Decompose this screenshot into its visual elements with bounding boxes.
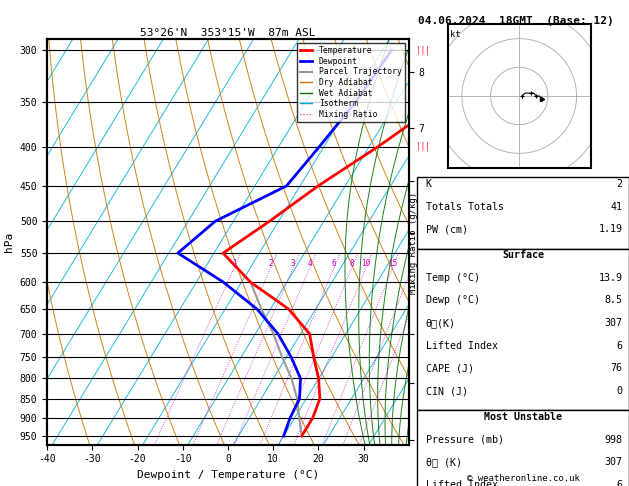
Text: 998: 998: [604, 434, 623, 445]
Text: 307: 307: [604, 457, 623, 468]
Text: 6: 6: [616, 480, 623, 486]
Text: θᴇ (K): θᴇ (K): [425, 457, 462, 468]
Text: 6: 6: [331, 259, 337, 268]
Text: 6: 6: [616, 341, 623, 351]
Y-axis label: hPa: hPa: [4, 232, 14, 252]
Y-axis label: km
ASL: km ASL: [435, 242, 453, 263]
Title: 53°26'N  353°15'W  87m ASL: 53°26'N 353°15'W 87m ASL: [140, 28, 316, 38]
Bar: [417, 248, 629, 410]
Text: Surface: Surface: [502, 250, 544, 260]
Text: Dewp (°C): Dewp (°C): [425, 295, 479, 306]
Text: © weatheronline.co.uk: © weatheronline.co.uk: [467, 474, 579, 483]
Text: PW (cm): PW (cm): [425, 225, 467, 234]
Text: K: K: [425, 179, 431, 189]
Text: LCL: LCL: [416, 421, 432, 431]
Text: 41: 41: [611, 202, 623, 211]
Text: 4: 4: [308, 259, 312, 268]
Text: Lifted Index: Lifted Index: [425, 341, 498, 351]
Text: |||: |||: [416, 217, 430, 226]
Text: Lifted Index: Lifted Index: [425, 480, 498, 486]
Text: θᴇ(K): θᴇ(K): [425, 318, 455, 328]
Text: |||: |||: [416, 46, 430, 55]
Text: 1.19: 1.19: [599, 225, 623, 234]
Bar: [417, 177, 629, 248]
Text: 10: 10: [361, 259, 370, 268]
Text: 04.06.2024  18GMT  (Base: 12): 04.06.2024 18GMT (Base: 12): [418, 16, 614, 26]
Text: |||: |||: [416, 374, 430, 383]
Text: CIN (J): CIN (J): [425, 386, 467, 396]
X-axis label: Dewpoint / Temperature (°C): Dewpoint / Temperature (°C): [137, 470, 319, 480]
Bar: [417, 410, 629, 486]
Text: |||: |||: [416, 278, 430, 287]
Text: 1: 1: [232, 259, 237, 268]
Text: |||: |||: [416, 142, 430, 151]
Text: 2: 2: [616, 179, 623, 189]
Legend: Temperature, Dewpoint, Parcel Trajectory, Dry Adiabat, Wet Adiabat, Isotherm, Mi: Temperature, Dewpoint, Parcel Trajectory…: [297, 43, 405, 122]
Text: Totals Totals: Totals Totals: [425, 202, 503, 211]
Text: 76: 76: [611, 364, 623, 374]
Text: |||: |||: [416, 432, 430, 440]
Text: 0: 0: [616, 386, 623, 396]
Text: 15: 15: [388, 259, 397, 268]
Text: 8: 8: [350, 259, 354, 268]
Text: 3: 3: [291, 259, 296, 268]
Text: Mixing Ratio (g/kg): Mixing Ratio (g/kg): [409, 192, 418, 294]
Text: Pressure (mb): Pressure (mb): [425, 434, 503, 445]
Text: 8.5: 8.5: [604, 295, 623, 306]
Text: kt: kt: [450, 30, 461, 39]
Text: 2: 2: [269, 259, 273, 268]
Text: Temp (°C): Temp (°C): [425, 273, 479, 283]
Text: |||: |||: [416, 394, 430, 403]
Text: 307: 307: [604, 318, 623, 328]
Text: |||: |||: [416, 330, 430, 338]
Text: Most Unstable: Most Unstable: [484, 412, 562, 422]
Text: 13.9: 13.9: [599, 273, 623, 283]
Text: CAPE (J): CAPE (J): [425, 364, 474, 374]
